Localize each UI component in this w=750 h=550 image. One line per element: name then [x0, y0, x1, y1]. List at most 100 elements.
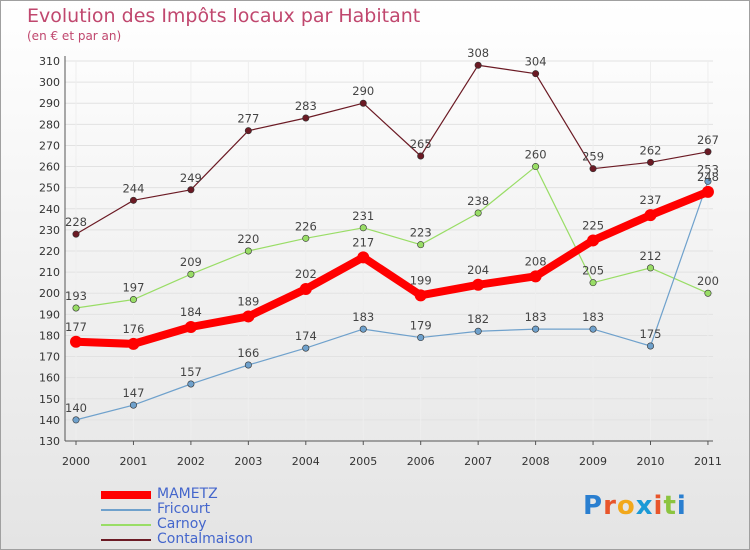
data-label-fricourt: 183	[352, 310, 374, 324]
data-label-contalmaison: 228	[65, 215, 87, 229]
legend-label: Contalmaison	[157, 531, 254, 547]
data-point-contalmaison	[72, 230, 80, 238]
y-tick-label: 300	[39, 76, 60, 89]
y-tick-label: 310	[39, 55, 60, 68]
data-label-carnoy: 205	[582, 264, 604, 278]
x-tick-label: 2011	[694, 455, 722, 468]
data-point-carnoy	[302, 234, 310, 242]
x-tick-label: 2001	[119, 455, 147, 468]
data-point-carnoy	[532, 163, 540, 171]
x-tick-label: 2008	[522, 455, 550, 468]
legend-label: Carnoy	[157, 516, 207, 532]
data-label-mametz: 202	[295, 267, 317, 281]
legend-label: Fricourt	[157, 501, 211, 517]
data-label-carnoy: 223	[410, 226, 432, 240]
series-line-mametz	[72, 187, 712, 348]
data-point-contalmaison	[532, 70, 540, 78]
data-label-carnoy: 238	[467, 194, 489, 208]
data-point-mametz	[644, 209, 657, 222]
data-label-carnoy: 197	[122, 281, 144, 295]
data-point-mametz	[242, 310, 255, 323]
proxiti-logo: Proxiti	[583, 491, 687, 521]
logo-letter: i	[676, 491, 687, 521]
legend-swatch	[101, 491, 151, 499]
data-label-contalmaison: 249	[180, 171, 202, 185]
data-point-fricourt	[532, 325, 540, 333]
chart-subtitle: (en € et par an)	[27, 29, 122, 43]
data-label-mametz: 204	[467, 263, 489, 277]
data-label-fricourt: 175	[640, 327, 662, 341]
data-label-contalmaison: 277	[237, 112, 259, 126]
grid-lines	[65, 60, 713, 442]
legend-item-contalmaison: Contalmaison	[101, 531, 341, 547]
logo-letter: x	[635, 491, 654, 521]
legend-item-carnoy: Carnoy	[101, 516, 341, 532]
data-point-contalmaison	[359, 99, 367, 107]
y-tick-label: 160	[39, 372, 60, 385]
y-tick-label: 210	[39, 266, 60, 279]
y-tick-label: 280	[39, 118, 60, 131]
logo-letter: i	[653, 491, 664, 521]
legend: MAMETZ Fricourt Carnoy Contalmaison	[101, 486, 341, 547]
data-label-fricourt: 183	[582, 310, 604, 324]
data-point-mametz	[127, 337, 140, 350]
y-tick-label: 200	[39, 287, 60, 300]
y-tick-label: 260	[39, 161, 60, 174]
y-tick-label: 130	[39, 435, 60, 448]
data-point-contalmaison	[244, 127, 252, 135]
data-label-contalmaison: 244	[122, 181, 144, 195]
data-point-fricourt	[72, 416, 80, 424]
data-point-contalmaison	[129, 196, 137, 204]
logo-letter: t	[663, 491, 677, 521]
data-label-contalmaison: 267	[697, 133, 719, 147]
series-lines	[70, 61, 714, 424]
data-label-mametz: 237	[640, 193, 662, 207]
series-line-fricourt	[75, 180, 709, 421]
axes	[64, 56, 713, 445]
x-tick-label: 2002	[177, 455, 205, 468]
legend-item-fricourt: Fricourt	[101, 501, 341, 517]
data-label-carnoy: 212	[640, 249, 662, 263]
data-point-fricourt	[302, 344, 310, 352]
data-point-fricourt	[646, 342, 654, 350]
data-label-fricourt: 166	[237, 346, 259, 360]
x-tick-label: 2006	[407, 455, 435, 468]
data-label-mametz: 189	[237, 294, 259, 308]
data-label-contalmaison: 308	[467, 46, 489, 60]
data-point-mametz	[70, 335, 82, 348]
x-tick-label: 2004	[292, 455, 320, 468]
y-tick-label: 180	[39, 329, 60, 342]
data-label-fricourt: 147	[122, 386, 144, 400]
data-label-fricourt: 140	[65, 401, 87, 415]
data-point-fricourt	[704, 177, 712, 185]
data-label-mametz: 217	[352, 235, 374, 249]
series-line-carnoy	[75, 165, 709, 309]
data-label-mametz: 225	[582, 218, 604, 232]
y-tick-label: 150	[39, 393, 60, 406]
data-point-contalmaison	[704, 148, 712, 156]
data-point-carnoy	[589, 279, 597, 287]
data-label-carnoy: 193	[65, 289, 87, 303]
data-point-mametz	[299, 283, 312, 295]
logo-letter: o	[616, 491, 636, 521]
data-point-fricourt	[417, 334, 425, 342]
data-label-contalmaison: 290	[352, 84, 374, 98]
data-point-fricourt	[474, 327, 482, 335]
data-point-mametz	[357, 251, 370, 264]
y-tick-label: 240	[39, 203, 60, 216]
data-label-carnoy: 231	[352, 209, 374, 223]
legend-swatch	[101, 539, 151, 541]
data-point-carnoy	[359, 224, 367, 232]
data-label-fricourt: 179	[410, 319, 432, 333]
data-point-contalmaison	[646, 158, 654, 166]
logo-letter: P	[583, 491, 604, 521]
data-label-fricourt: 174	[295, 329, 317, 343]
x-tick-label: 2005	[349, 455, 377, 468]
data-label-carnoy: 200	[697, 274, 719, 288]
data-point-carnoy	[129, 296, 137, 304]
data-label-contalmaison: 259	[582, 150, 604, 164]
data-point-contalmaison	[417, 152, 425, 160]
data-label-carnoy: 260	[525, 148, 547, 162]
y-tick-label: 140	[39, 414, 60, 427]
